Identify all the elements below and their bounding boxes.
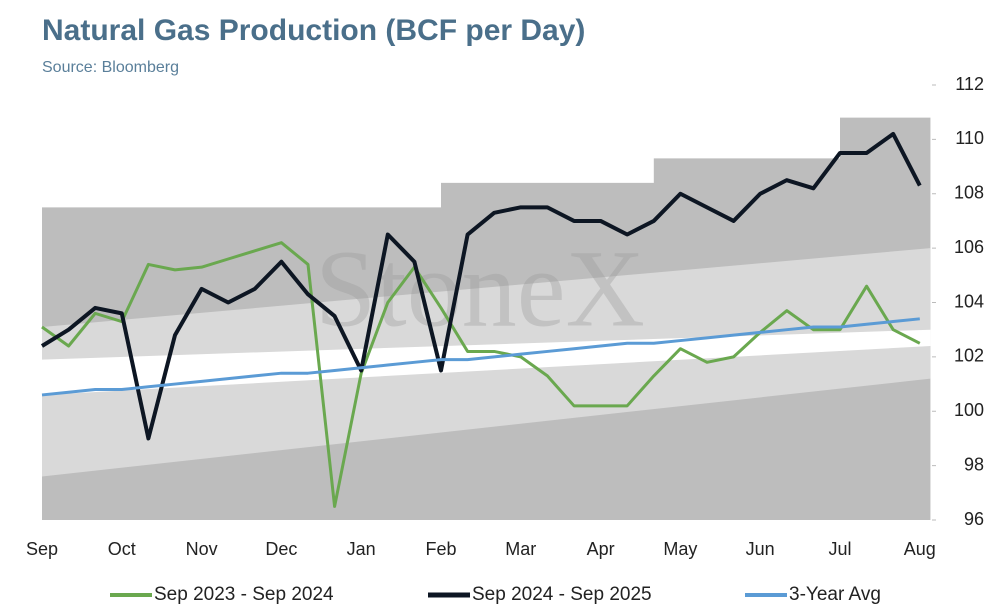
series-line (41, 241, 921, 508)
x-tick-label: May (663, 539, 697, 559)
y-tick-label: 100 (954, 400, 984, 420)
x-tick-label: Dec (265, 539, 297, 559)
y-tick-label: 96 (964, 509, 984, 529)
chart-title: Natural Gas Production (BCF per Day) (42, 14, 585, 47)
range-band (42, 329, 931, 395)
x-tick-label: Mar (505, 539, 536, 559)
x-tick-label: Aug (904, 539, 936, 559)
x-tick-label: Nov (186, 539, 218, 559)
y-tick-label: 98 (964, 454, 984, 474)
chart-subtitle: Source: Bloomberg (42, 59, 179, 76)
y-tick-label: 108 (954, 183, 984, 203)
legend-label: 3-Year Avg (789, 584, 881, 605)
x-tick-label: Apr (587, 539, 615, 559)
series-line (40, 131, 922, 441)
series-line (41, 317, 920, 397)
y-tick-label: 112 (955, 74, 984, 94)
x-tick-label: Feb (425, 539, 456, 559)
legend-label: Sep 2024 - Sep 2025 (472, 584, 652, 605)
y-tick-label: 106 (954, 237, 984, 257)
y-tick-label: 102 (954, 346, 984, 366)
y-tick-label: 104 (954, 291, 984, 311)
legend-label: Sep 2023 - Sep 2024 (154, 584, 334, 605)
y-tick-label: 110 (955, 128, 984, 148)
x-tick-label: Oct (108, 539, 136, 559)
x-tick-label: Jun (746, 539, 775, 559)
x-tick-label: Jan (347, 539, 376, 559)
x-tick-label: Sep (26, 539, 58, 559)
x-tick-label: Jul (828, 539, 851, 559)
watermark: StoneX (315, 227, 645, 349)
